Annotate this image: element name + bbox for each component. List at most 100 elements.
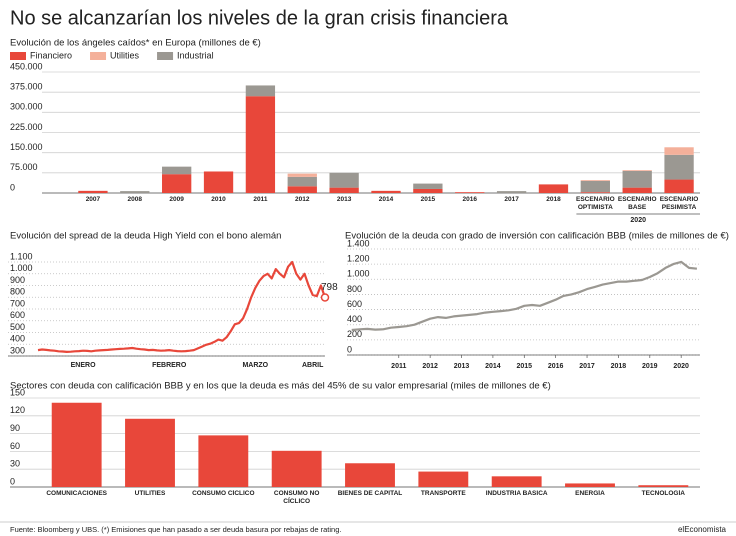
bar-segment [203, 171, 234, 193]
x-tick-label: COMUNICACIONES [46, 490, 107, 497]
x-tick-label: 2018 [546, 196, 561, 203]
bar [271, 450, 322, 487]
bar [491, 476, 542, 487]
x-tick-label: 2012 [295, 196, 310, 203]
bar-segment [371, 190, 401, 193]
y-tick-label: 1.200 [347, 254, 370, 264]
x-tick-label-box: 2017 [504, 196, 519, 203]
x-tick-label: 2016 [462, 196, 477, 203]
bar-segment [496, 191, 527, 193]
x-tick-label: 2018 [611, 363, 627, 370]
x-tick-label-box: 2013 [337, 196, 351, 203]
x-tick-label: 2012 [422, 363, 438, 370]
x-tick-label: FEBRERO [152, 362, 187, 369]
bar-segment [455, 192, 485, 193]
x-tick-label: ENERO [71, 362, 96, 369]
x-tick-label: MARZO [242, 362, 268, 369]
y-tick-label: 0 [10, 476, 15, 486]
x-tick-label-box: BIENES DE CAPITAL [337, 490, 403, 497]
bar-segment [287, 186, 317, 193]
x-tick-label-box: 2009 [169, 196, 184, 203]
x-tick-label-box: 2011 [253, 196, 267, 203]
x-tick-label-box: ENERGÍA [575, 490, 605, 497]
y-tick-label: 375.000 [10, 82, 43, 92]
x-tick-label: TRANSPORTE [420, 490, 466, 497]
x-tick-label-box: TECNOLOGÍA [642, 490, 685, 497]
bar-segment [580, 180, 610, 193]
x-tick-label: BIENES DE CAPITAL [337, 490, 403, 497]
x-tick-label: 2010 [211, 196, 226, 203]
x-tick-label-box: COMUNICACIONES [46, 490, 107, 497]
chart-title: Evolución de los ángeles caídos* en Euro… [10, 38, 261, 49]
y-tick-label: 150 [10, 387, 25, 397]
x-tick-label-box: TRANSPORTE [420, 490, 466, 497]
legend-label: Utilities [110, 50, 140, 60]
x-tick-label-box: 2010 [211, 196, 226, 203]
bar-segment [664, 147, 694, 155]
x-tick-label-box: ESCENARIO BASE [617, 196, 657, 211]
x-tick-label: CONSUMO CÍCLICO [192, 490, 255, 497]
x-tick-label: 2014 [378, 196, 394, 203]
bar-segment [622, 187, 652, 193]
x-tick-label: 2014 [485, 363, 501, 370]
x-tick-label: UTILITIES [134, 490, 166, 497]
x-tick-label: 2011 [391, 363, 406, 370]
x-tick-label: 2009 [169, 196, 184, 203]
y-tick-label: 300 [10, 345, 25, 355]
x-tick-label-box: ESCENARIO OPTIMISTA [575, 196, 615, 211]
x-tick-label-box: CONSUMO NO CÍCLICO [274, 490, 320, 505]
bar-segment [162, 174, 192, 193]
bar [198, 435, 249, 487]
legend-swatch [157, 52, 174, 60]
bar-segment [622, 170, 652, 171]
chart-title: Evolución de la deuda con grado de inver… [345, 231, 729, 242]
y-tick-label: 450.000 [10, 61, 43, 71]
bar-segment [120, 191, 150, 193]
bar-segment [413, 188, 443, 193]
x-tick-label: 2016 [548, 363, 564, 370]
bar-segment [78, 190, 108, 193]
x-tick-label-box: 2008 [127, 196, 143, 203]
x-tick-label-box: 2014 [378, 196, 394, 203]
x-tick-label: ESCENARIO BASE [617, 196, 657, 211]
end-marker [320, 293, 330, 302]
x-tick-label: ESCENARIO OPTIMISTA [575, 196, 615, 211]
bar-segment [622, 170, 652, 188]
y-tick-label: 120 [10, 405, 25, 415]
x-tick-label-box: 2018 [546, 196, 561, 203]
y-tick-label: 60 [10, 441, 20, 451]
y-tick-label: 800 [10, 287, 25, 297]
bar-segment [329, 172, 359, 188]
x-tick-label: 2015 [516, 363, 532, 370]
bar-segment [413, 183, 443, 189]
y-tick-label: 800 [347, 284, 362, 294]
x-tick-label: 2013 [454, 363, 470, 370]
x-tick-label: 2019 [642, 363, 658, 370]
x-tick-label-box: 2007 [86, 196, 100, 203]
x-tick-label: ENERGÍA [575, 490, 605, 497]
y-tick-label: 700 [10, 298, 25, 308]
y-tick-label: 225.000 [10, 122, 43, 132]
y-tick-label: 200 [347, 329, 362, 339]
y-tick-label: 1.000 [347, 269, 370, 279]
bar [125, 418, 175, 487]
y-tick-label: 1.100 [10, 251, 33, 261]
legend-label: Industrial [177, 50, 214, 60]
bar [51, 402, 102, 487]
x-tick-label: 2015 [420, 196, 436, 203]
y-tick-label: 1.400 [347, 238, 370, 248]
x-tick-label: ABRIL [302, 362, 324, 369]
chart-title: Sectores con deuda con calificación BBB … [10, 381, 551, 392]
main-title: No se alcanzarían los niveles de la gran… [10, 7, 509, 29]
footer-source: Fuente: Bloomberg y UBS. (*) Emisiones q… [10, 525, 341, 534]
footer-brand: elEconomista [678, 525, 727, 534]
y-tick-label: 500 [10, 322, 25, 332]
bar-segment [580, 192, 610, 193]
y-tick-label: 300.000 [10, 102, 43, 112]
y-tick-label: 900 [10, 275, 25, 285]
x-tick-label: 2017 [504, 196, 519, 203]
x-tick-label: 2008 [127, 196, 143, 203]
bar-segment [245, 96, 276, 193]
line-series [37, 260, 327, 353]
legend-label: Financiero [30, 50, 72, 60]
